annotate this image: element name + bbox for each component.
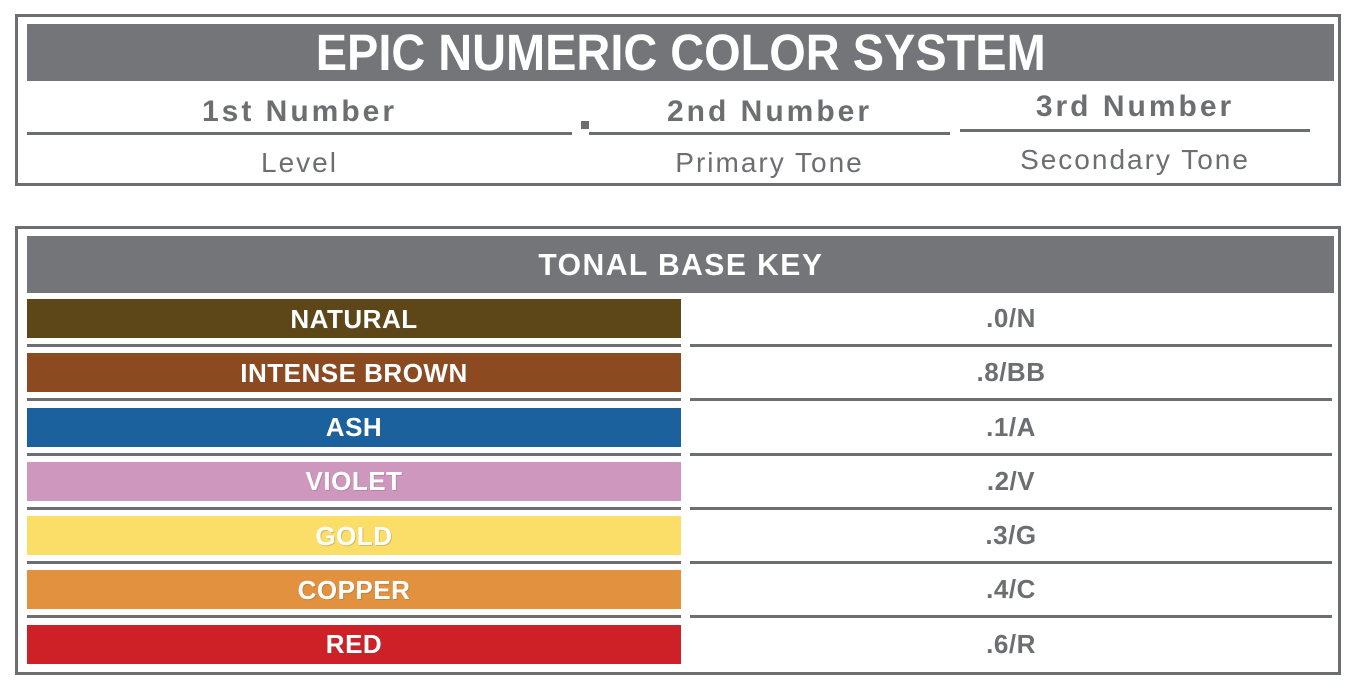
swatch-label: ASH bbox=[325, 412, 383, 443]
tonal-row: GOLD .3/G bbox=[18, 516, 1338, 570]
color-swatch-bar: RED bbox=[27, 624, 681, 664]
tonal-row: INTENSE BROWN .8/BB bbox=[18, 353, 1338, 407]
row-separator-left bbox=[27, 398, 681, 402]
row-separator-left bbox=[27, 452, 681, 456]
swatch-label: RED bbox=[325, 629, 383, 660]
row-separator-left bbox=[27, 615, 681, 619]
column-meaning-secondary-tone: Secondary Tone bbox=[1020, 144, 1250, 175]
row-separator-right bbox=[690, 561, 1332, 565]
color-swatch-bar: VIOLET bbox=[27, 461, 681, 501]
tonal-row: COPPER .4/C bbox=[18, 570, 1338, 624]
column-meaning-level: Level bbox=[261, 147, 338, 178]
row-separator-right bbox=[690, 615, 1332, 619]
underline-1st-number bbox=[27, 132, 572, 135]
swatch-label: GOLD bbox=[315, 520, 393, 551]
row-separator-left bbox=[27, 344, 681, 347]
color-swatch-bar: GOLD bbox=[27, 516, 681, 556]
tonal-row: VIOLET .2/V bbox=[18, 461, 1338, 516]
tonal-row: ASH .1/A bbox=[18, 407, 1338, 462]
swatch-label: VIOLET bbox=[305, 466, 403, 497]
tonal-row: RED .6/R bbox=[18, 624, 1338, 679]
column-meaning-primary-tone: Primary Tone bbox=[675, 147, 864, 178]
tonal-row: NATURAL .0/N bbox=[18, 299, 1338, 353]
row-separator-right bbox=[690, 506, 1332, 510]
column-label-2nd-number: 2nd Number bbox=[666, 95, 873, 128]
swatch-label: INTENSE BROWN bbox=[240, 357, 468, 388]
swatch-code: .1/A bbox=[986, 411, 1036, 442]
swatch-code: .0/N bbox=[986, 303, 1036, 333]
swatch-code: .6/R bbox=[986, 628, 1036, 659]
underline-3rd-number bbox=[960, 129, 1310, 132]
tonal-base-key-card: TONAL BASE KEY NATURAL .0/N INTENSE BROW… bbox=[15, 226, 1341, 675]
column-label-1st-number: 1st Number bbox=[201, 95, 398, 128]
color-swatch-bar: ASH bbox=[27, 407, 681, 447]
swatch-code: .3/G bbox=[985, 520, 1037, 551]
color-swatch-bar: INTENSE BROWN bbox=[27, 353, 681, 393]
swatch-label: NATURAL bbox=[290, 303, 418, 334]
numeric-system-title-bar: EPIC NUMERIC COLOR SYSTEM bbox=[27, 24, 1334, 81]
page-title: EPIC NUMERIC COLOR SYSTEM bbox=[315, 24, 1046, 81]
row-separator-right bbox=[690, 398, 1332, 402]
tonal-base-key-title-bar: TONAL BASE KEY bbox=[27, 236, 1334, 293]
numeric-system-card: EPIC NUMERIC COLOR SYSTEM 1st Number 2nd… bbox=[15, 14, 1341, 186]
decimal-dot-separator bbox=[581, 121, 589, 129]
swatch-label: COPPER bbox=[297, 574, 411, 605]
row-separator-left bbox=[27, 506, 681, 510]
underline-2nd-number bbox=[589, 132, 950, 135]
swatch-code: .4/C bbox=[986, 574, 1036, 605]
tonal-base-key-title: TONAL BASE KEY bbox=[538, 247, 823, 282]
row-separator-right bbox=[690, 452, 1332, 456]
color-swatch-bar: NATURAL bbox=[27, 299, 681, 338]
color-swatch-bar: COPPER bbox=[27, 570, 681, 610]
swatch-code: .8/BB bbox=[976, 357, 1046, 388]
row-separator-right bbox=[690, 344, 1332, 347]
row-separator-left bbox=[27, 561, 681, 565]
tonal-rows: NATURAL .0/N INTENSE BROWN .8/BB ASH .1/… bbox=[18, 299, 1338, 679]
column-label-3rd-number: 3rd Number bbox=[1035, 90, 1235, 123]
swatch-code: .2/V bbox=[986, 465, 1036, 496]
